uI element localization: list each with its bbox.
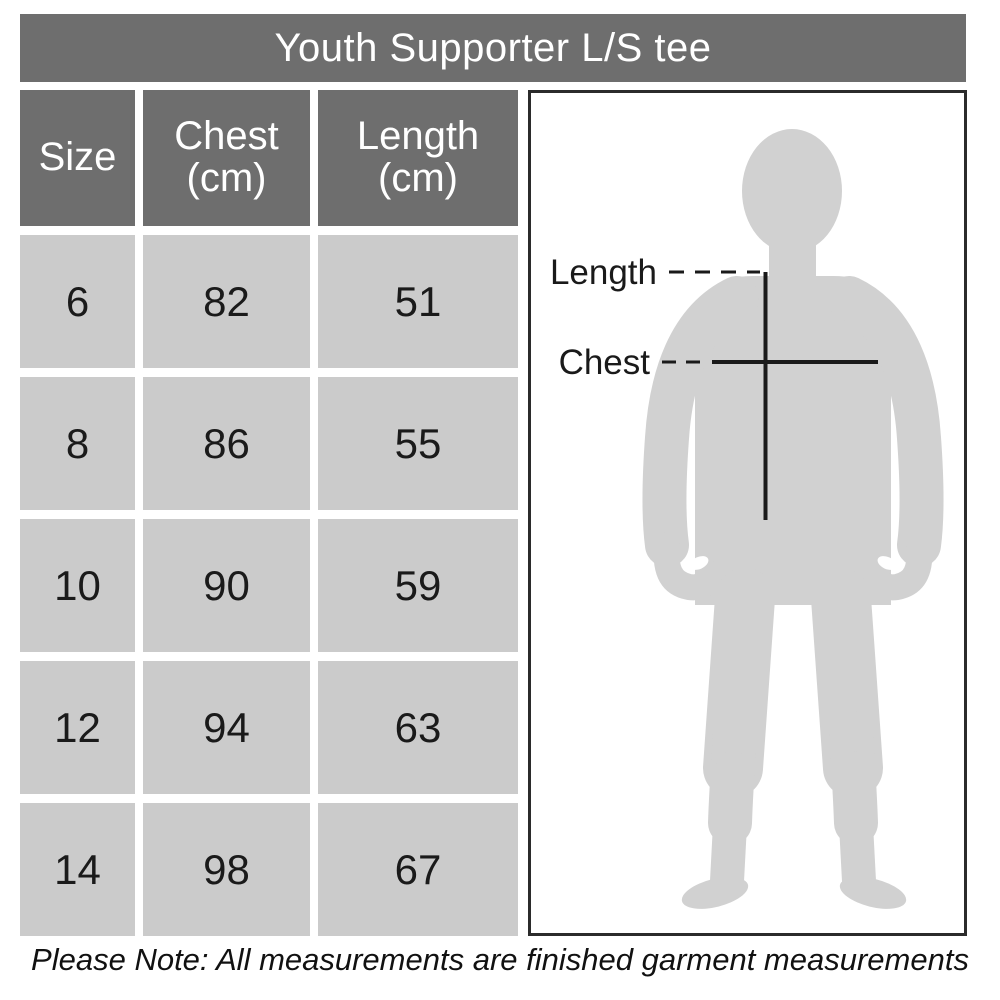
table-cell: 14 <box>20 803 135 936</box>
table-cell: 12 <box>20 661 135 794</box>
column-label: Size <box>38 135 117 180</box>
column-label: Chest <box>174 114 279 159</box>
table-cell: 82 <box>143 235 310 368</box>
size-table: Size Chest (cm) Length (cm) 6 82 51 8 86… <box>20 90 518 936</box>
table-cell: 51 <box>318 235 518 368</box>
note-text: Please Note: All measurements are finish… <box>31 942 969 977</box>
column-header-length: Length (cm) <box>318 90 518 226</box>
length-label: Length <box>550 253 657 292</box>
size-diagram-panel: Length Chest <box>528 90 967 936</box>
title-bar: Youth Supporter L/S tee <box>20 14 966 82</box>
chest-label: Chest <box>559 343 651 382</box>
measurement-diagram: Length Chest <box>550 129 944 909</box>
body-silhouette <box>642 129 944 909</box>
table-cell: 8 <box>20 377 135 510</box>
table-cell: 63 <box>318 661 518 794</box>
column-unit: (cm) <box>186 156 267 200</box>
column-label: Length <box>356 114 480 159</box>
page-title: Youth Supporter L/S tee <box>274 25 712 70</box>
table-cell: 6 <box>20 235 135 368</box>
column-header-chest: Chest (cm) <box>143 90 310 226</box>
column-unit: (cm) <box>378 156 458 200</box>
table-cell: 86 <box>143 377 310 510</box>
table-cell: 90 <box>143 519 310 652</box>
table-cell: 94 <box>143 661 310 794</box>
table-cell: 59 <box>318 519 518 652</box>
table-cell: 67 <box>318 803 518 936</box>
column-header-size: Size <box>20 90 135 226</box>
table-cell: 98 <box>143 803 310 936</box>
table-cell: 55 <box>318 377 518 510</box>
table-cell: 10 <box>20 519 135 652</box>
